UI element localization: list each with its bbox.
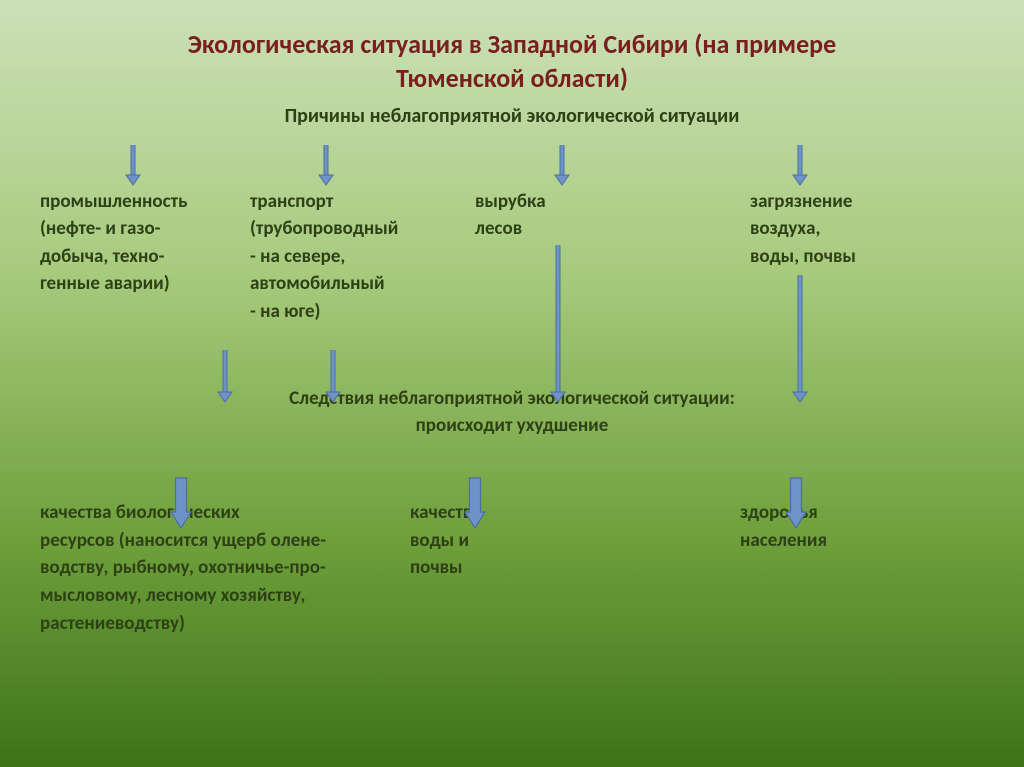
causes-row-col: загрязнениевоздуха,воды, почвы	[750, 188, 950, 326]
text-line: воды, почвы	[750, 243, 950, 271]
effects-heading: Следствия неблагоприятной экологической …	[0, 387, 1024, 410]
title-line2: Тюменской области)	[0, 62, 1024, 96]
text-line: транспорт	[250, 188, 475, 216]
text-line: качества биологических	[40, 499, 410, 527]
text-line: - на севере,	[250, 243, 475, 271]
causes-row-col: вырубкалесов	[475, 188, 750, 326]
causes-row-col: транспорт(трубопроводный - на севере,авт…	[250, 188, 475, 326]
text-line: добыча, техно-	[40, 243, 250, 271]
text-line: лесов	[475, 215, 750, 243]
text-line: вырубка	[475, 188, 750, 216]
causes-heading: Причины неблагоприятной экологической си…	[0, 104, 1024, 128]
text-line: загрязнение	[750, 188, 950, 216]
text-line: растениеводству)	[40, 610, 410, 638]
text-line: автомобильный	[250, 270, 475, 298]
effects-row-col: качества биологическихресурсов (наноситс…	[40, 499, 410, 637]
causes-row-col: промышленность(нефте- и газо-добыча, тех…	[40, 188, 250, 326]
causes-row: промышленность(нефте- и газо-добыча, тех…	[0, 188, 1024, 326]
text-line: населения	[740, 527, 940, 555]
effects-row-col: качестваводы ипочвы	[410, 499, 740, 637]
text-line: ресурсов (наносится ущерб олене-	[40, 527, 410, 555]
effects-row-col: здоровьянаселения	[740, 499, 940, 637]
title-line1: Экологическая ситуация в Западной Сибири…	[0, 28, 1024, 62]
text-line: водству, рыбному, охотничье-про-	[40, 554, 410, 582]
effects-row: качества биологическихресурсов (наноситс…	[0, 499, 1024, 637]
text-line: - на юге)	[250, 298, 475, 326]
text-line: почвы	[410, 554, 740, 582]
text-line: качества	[410, 499, 740, 527]
text-line: (нефте- и газо-	[40, 215, 250, 243]
text-line: генные аварии)	[40, 270, 250, 298]
text-line: воды и	[410, 527, 740, 555]
text-line: здоровья	[740, 499, 940, 527]
text-line: мысловому, лесному хозяйству,	[40, 582, 410, 610]
text-line: промышленность	[40, 188, 250, 216]
text-line: (трубопроводный	[250, 215, 475, 243]
effects-subheading: происходит ухудшение	[0, 414, 1024, 437]
main-title: Экологическая ситуация в Западной Сибири…	[0, 0, 1024, 96]
text-line: воздуха,	[750, 215, 950, 243]
